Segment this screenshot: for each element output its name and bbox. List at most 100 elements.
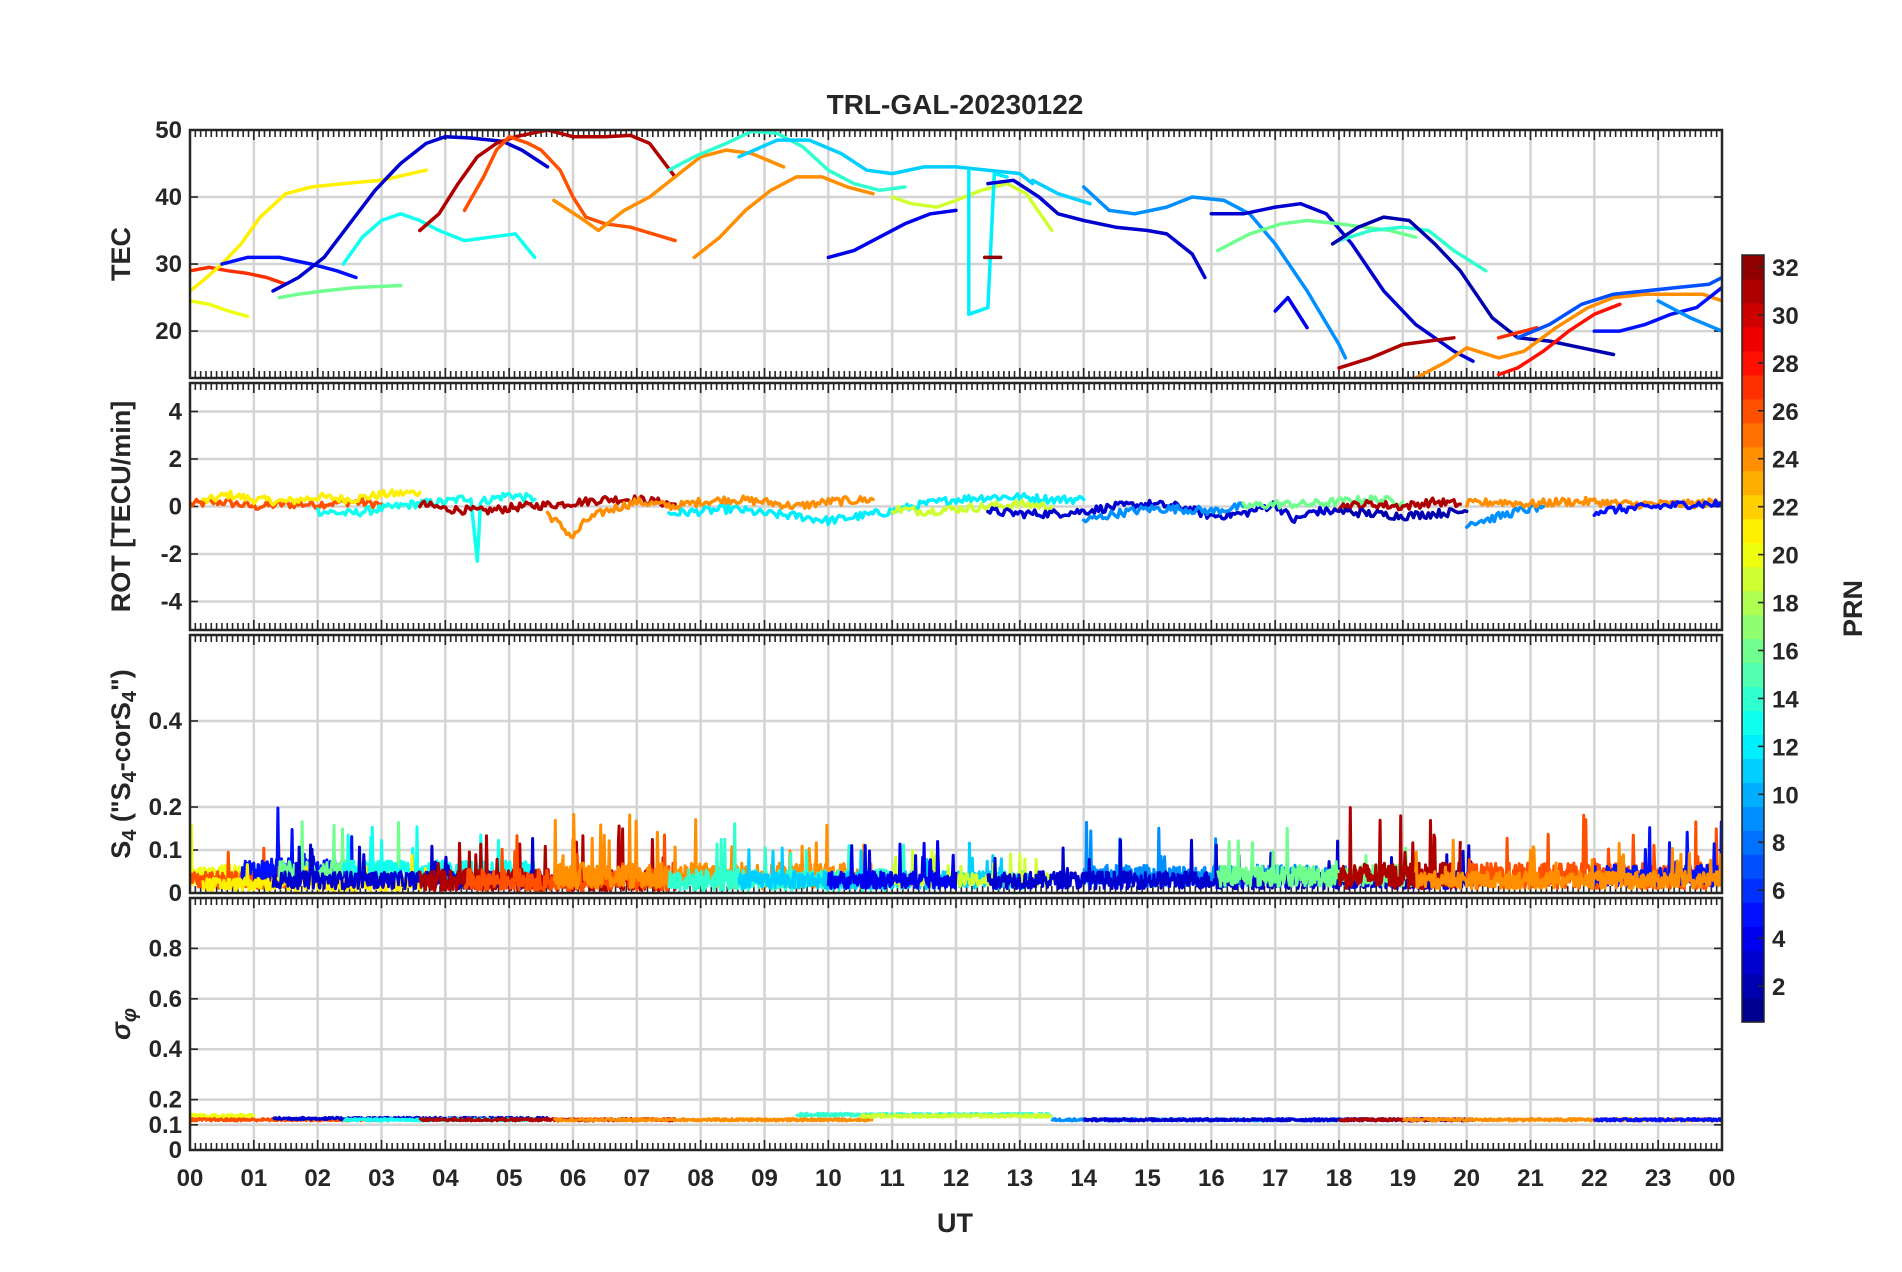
series-prn-4 <box>1273 295 1309 330</box>
label-part: σ <box>106 1021 136 1040</box>
x-tick-label: 16 <box>1198 1165 1225 1192</box>
series-group <box>190 130 1722 378</box>
colorbar-band <box>1742 830 1764 855</box>
y-tick-label: 50 <box>155 117 182 144</box>
series-group <box>190 1111 1722 1123</box>
series-prn-11 <box>1030 178 1092 206</box>
y-tick-label: 0.8 <box>149 935 182 962</box>
colorbar-tick-label: 12 <box>1772 734 1799 761</box>
x-tick-label: 14 <box>1070 1165 1097 1192</box>
y-axis-title: ROT [TECU/min] <box>106 401 136 612</box>
y-axis-title: S4 ("S4-corS4") <box>106 669 141 859</box>
x-tick-label: 06 <box>560 1165 587 1192</box>
colorbar-tick-label: 28 <box>1772 351 1799 378</box>
colorbar-band <box>1742 326 1764 352</box>
series-prn-5 <box>1592 1117 1722 1123</box>
colorbar-band <box>1742 518 1764 544</box>
colorbar-tick-label: 24 <box>1772 447 1799 474</box>
colorbar-band <box>1742 590 1764 616</box>
label-part: S <box>106 841 136 859</box>
label-part: ") <box>106 669 136 691</box>
series-prn-9 <box>1656 299 1722 333</box>
colorbar-band <box>1742 806 1764 831</box>
colorbar-band <box>1742 950 1764 975</box>
y-tick-label: 0.2 <box>149 1087 182 1114</box>
colorbar-tick-label: 2 <box>1772 974 1785 1001</box>
series-prn-9 <box>1081 501 1246 524</box>
series-prn-3 <box>1209 201 1475 363</box>
colorbar-band <box>1742 782 1764 807</box>
colorbar-tick-label: 32 <box>1772 255 1799 282</box>
colorbar-band <box>1742 878 1764 903</box>
y-tick-label: -4 <box>161 589 183 616</box>
y-tick-label: 0 <box>169 880 182 907</box>
series-prn-5 <box>1592 285 1722 333</box>
y-tick-label: 0 <box>169 494 182 521</box>
panel-frame <box>188 633 1724 895</box>
colorbar-tick-label: 26 <box>1772 399 1799 426</box>
colorbar-band <box>1742 614 1764 640</box>
colorbar-tick-label: 18 <box>1772 591 1799 618</box>
x-tick-label: 04 <box>432 1165 459 1192</box>
series-prn-21 <box>201 488 422 507</box>
series-prn-3 <box>986 498 1341 524</box>
x-tick-label: 22 <box>1581 1165 1608 1192</box>
series-group <box>190 806 1722 893</box>
series-prn-31 <box>1337 806 1462 891</box>
series-prn-28 <box>1496 302 1622 377</box>
series-group <box>190 488 1722 563</box>
series-prn-2 <box>1330 215 1616 357</box>
x-tick-label: 00 <box>177 1165 204 1192</box>
series-prn-31 <box>418 130 677 233</box>
series-prn-26 <box>462 134 677 243</box>
series-prn-31 <box>1337 496 1463 512</box>
series-prn-16 <box>1216 826 1418 888</box>
x-tick-label: 09 <box>751 1165 778 1192</box>
series-prn-4 <box>826 840 958 890</box>
colorbar-band <box>1742 374 1764 400</box>
series-prn-19 <box>859 1113 1053 1119</box>
colorbar-tick-label: 20 <box>1772 543 1799 570</box>
colorbar-band <box>1742 686 1764 712</box>
chart-title: TRL-GAL-20230122 <box>827 89 1084 120</box>
x-tick-label: 15 <box>1134 1165 1161 1192</box>
panel-frame <box>188 381 1724 632</box>
x-tick-label: 11 <box>879 1165 904 1192</box>
series-prn-24 <box>692 175 875 260</box>
colorbar-tick-label: 10 <box>1772 782 1799 809</box>
panel-rot: -4 -2 0 2 4 ROT [TECU/min] <box>106 381 1724 632</box>
series-prn-9 <box>1081 185 1348 360</box>
panel-frame <box>188 896 1724 1152</box>
series-prn-7 <box>1515 275 1722 340</box>
y-tick-label: 20 <box>155 318 182 345</box>
subscript: 4 <box>119 770 141 782</box>
x-tick-label: 00 <box>1709 1165 1736 1192</box>
colorbar-title: PRN <box>1838 580 1868 637</box>
y-tick-label: 40 <box>155 184 182 211</box>
series-prn-13 <box>341 212 537 266</box>
subscript: φ <box>119 1008 141 1022</box>
x-tick-label: 17 <box>1262 1165 1289 1192</box>
series-prn-27 <box>190 265 288 286</box>
x-tick-label: 05 <box>496 1165 523 1192</box>
series-prn-12 <box>667 491 1086 527</box>
series-prn-16 <box>277 283 403 300</box>
x-tick-label: 13 <box>1006 1165 1033 1192</box>
y-tick-label: 0.4 <box>149 1036 183 1063</box>
subscript: 4 <box>119 690 141 702</box>
y-axis-title: σφ <box>106 1008 141 1040</box>
x-tick-label: 02 <box>304 1165 331 1192</box>
colorbar-band <box>1742 902 1764 927</box>
panel-frame <box>188 128 1724 380</box>
series-prn-19 <box>890 498 1054 518</box>
y-tick-label: 0.2 <box>149 794 182 821</box>
series-prn-12 <box>967 168 1009 317</box>
x-tick-label: 20 <box>1453 1165 1480 1192</box>
series-prn-20 <box>190 299 250 319</box>
y-tick-label: 0.1 <box>149 837 182 864</box>
y-tick-label: -2 <box>161 541 182 568</box>
y-tick-label: 0 <box>169 1137 182 1164</box>
